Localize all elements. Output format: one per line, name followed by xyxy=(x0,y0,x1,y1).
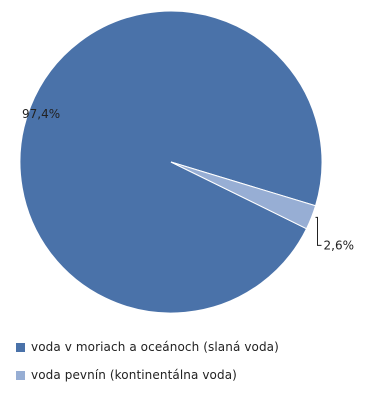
data-label-continental-water: 2,6% xyxy=(324,238,355,252)
legend-item-salt-water: voda v moriach a oceánoch (slaná voda) xyxy=(16,340,361,354)
legend-swatch-continental-water xyxy=(16,370,25,380)
pie-chart-plot: 97,4% 2,6% xyxy=(19,10,355,314)
legend-label-salt-water: voda v moriach a oceánoch (slaná voda) xyxy=(31,340,279,354)
data-label-salt-water: 97,4% xyxy=(22,107,60,121)
legend-label-continental-water: voda pevnín (kontinentálna voda) xyxy=(31,368,237,382)
legend-swatch-salt-water xyxy=(16,342,25,352)
pie-chart: 97,4% 2,6% voda v moriach a oceánoch (sla… xyxy=(16,10,355,382)
legend-item-continental-water: voda pevnín (kontinentálna voda) xyxy=(16,368,361,382)
pie-slice-continental-water xyxy=(170,161,317,230)
chart-legend: voda v moriach a oceánoch (slaná voda) v… xyxy=(16,340,361,396)
leader-line-continental-water xyxy=(315,216,322,246)
